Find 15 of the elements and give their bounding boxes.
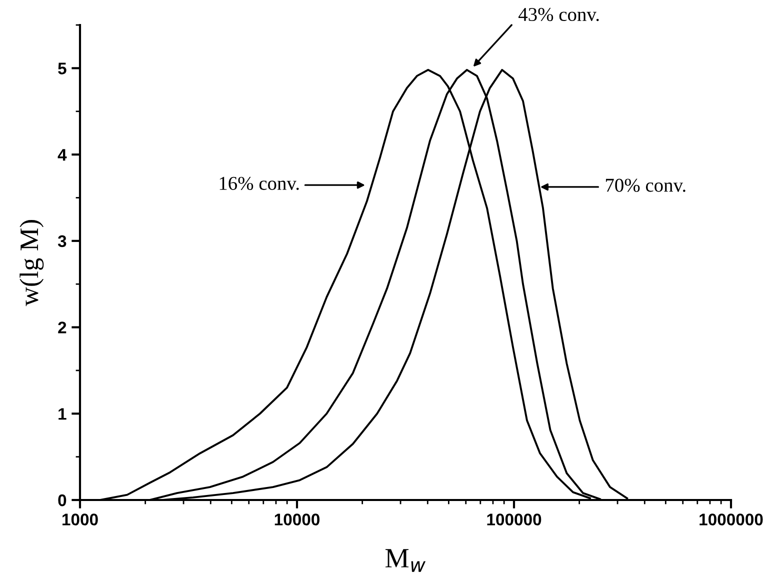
x-tick-label: 100000	[487, 514, 542, 526]
text: 43% conv.	[518, 8, 599, 22]
y-tick-label: 3	[58, 235, 66, 248]
x-axis-title: M$_{w}$	[385, 549, 426, 572]
y-tick-label: 2	[58, 322, 66, 334]
y-tick-label: 5	[58, 62, 66, 74]
y-axis-title: w(lg M)	[20, 220, 44, 306]
x-tick-label: 1000	[62, 514, 98, 526]
y-tick-label: 1	[58, 408, 66, 420]
y-tick-label: 0	[58, 494, 66, 506]
annotation: 70% conv.	[606, 178, 686, 192]
x-tick-label: 10000	[274, 514, 320, 526]
x-tick-label: 1000000	[700, 514, 763, 526]
y-tick-label: 4	[58, 149, 67, 161]
annotation: 16% conv.	[220, 176, 299, 190]
